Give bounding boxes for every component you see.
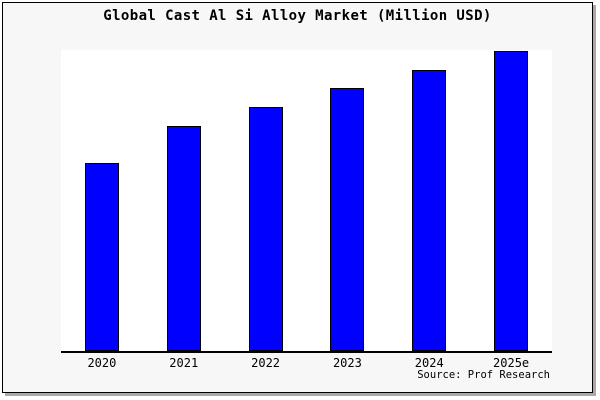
x-axis-label-2022: 2022 [251,356,281,370]
bar-2022 [249,107,283,351]
bar-2021 [167,126,201,351]
x-axis-label-2020: 2020 [87,356,117,370]
plot-area [61,50,552,353]
bar-2023 [330,88,364,351]
bar-2025e [494,51,528,351]
chart-title: Global Cast Al Si Alloy Market (Million … [103,8,492,24]
x-axis-label-2025e: 2025e [493,356,530,370]
source-label: Source: Prof Research [417,369,550,381]
bar-2020 [85,163,119,351]
x-axis-label-2024: 2024 [414,356,444,370]
bar-2024 [412,70,446,351]
chart-card: Global Cast Al Si Alloy Market (Million … [2,2,593,393]
x-axis-label-2023: 2023 [332,356,362,370]
x-axis-label-2021: 2021 [169,356,199,370]
